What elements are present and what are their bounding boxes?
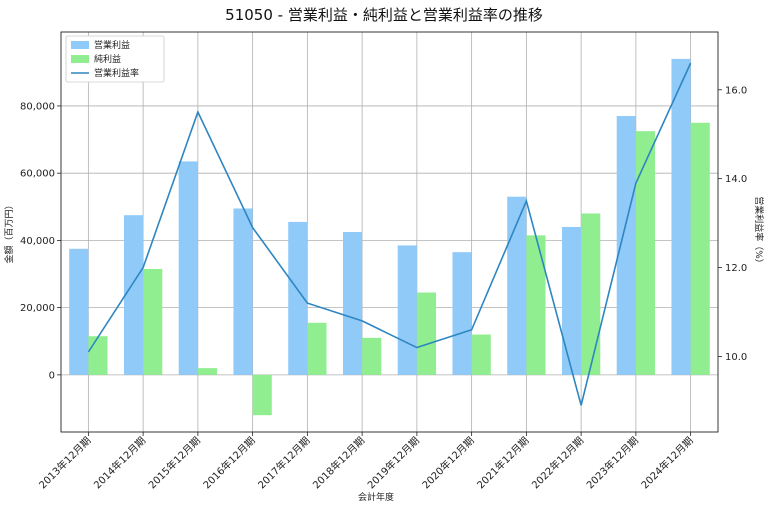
y2-tick-label: 10.0	[725, 352, 747, 363]
bar-net-profit	[143, 268, 163, 375]
x-tick-label: 2018年12月期	[310, 434, 367, 491]
legend-label-operating-profit: 営業利益	[94, 39, 130, 51]
y-tick-label: 60,000	[20, 169, 55, 180]
bar-net-profit	[471, 334, 491, 375]
x-tick-label: 2024年12月期	[638, 434, 695, 491]
x-tick-label: 2016年12月期	[200, 434, 257, 491]
x-tick-label: 2021年12月期	[474, 434, 531, 491]
bar-net-profit	[362, 337, 382, 375]
x-tick-label: 2014年12月期	[91, 434, 148, 491]
x-axis-title: 会計年度	[358, 491, 394, 503]
x-tick-label: 2015年12月期	[146, 434, 203, 491]
bar-net-profit	[416, 292, 437, 375]
y2-tick-label: 16.0	[725, 85, 747, 96]
x-tick-label: 2023年12月期	[584, 434, 641, 491]
bar-operating-profit	[342, 232, 363, 375]
legend: 営業利益 純利益 営業利益率	[65, 35, 165, 83]
bar-net-profit	[635, 131, 656, 375]
chart-title: 51050 - 営業利益・純利益と営業利益率の推移	[225, 6, 543, 24]
bar-net-profit	[581, 213, 601, 375]
y-tick-label: 80,000	[20, 101, 55, 112]
x-tick-label: 2020年12月期	[419, 434, 476, 491]
legend-label-operating-margin: 営業利益率	[94, 67, 139, 79]
bar-operating-profit	[671, 58, 691, 375]
bar-operating-profit	[507, 196, 527, 375]
legend-swatch-operating-profit	[71, 41, 89, 49]
y2-tick-label: 14.0	[725, 174, 747, 185]
bar-operating-profit	[561, 226, 582, 375]
line-operating-margin	[87, 62, 692, 406]
bar-net-profit	[88, 336, 108, 375]
bar-operating-profit	[123, 215, 144, 375]
y-tick-label: 0	[49, 370, 55, 381]
legend-label-net-profit: 純利益	[94, 53, 121, 65]
y-tick-label: 40,000	[20, 236, 55, 247]
bar-operating-profit	[397, 245, 417, 375]
plot-area	[61, 32, 718, 432]
axes-layer	[60, 31, 719, 433]
y2-axis-title: 営業利益率（%）	[753, 196, 765, 268]
x-tick-label: 2019年12月期	[365, 434, 422, 491]
bar-net-profit	[197, 368, 218, 375]
x-tick-label: 2017年12月期	[255, 434, 312, 491]
bar-operating-profit	[233, 208, 253, 375]
legend-box	[65, 35, 165, 83]
bar-net-profit	[307, 322, 327, 375]
bar-operating-profit	[452, 252, 472, 375]
y-axis-title: 金額（百万円）	[3, 200, 15, 263]
bar-operating-profit	[616, 116, 636, 375]
bar-net-profit	[690, 122, 710, 375]
axes-frame	[60, 31, 719, 433]
bar-net-profit	[252, 374, 272, 416]
bar-operating-profit	[69, 248, 89, 375]
y-tick-label: 20,000	[20, 303, 55, 314]
line-layer	[87, 62, 692, 406]
y2-tick-label: 12.0	[725, 263, 747, 274]
bar-operating-profit	[288, 221, 308, 375]
bar-net-profit	[526, 235, 546, 375]
x-tick-label: 2013年12月期	[36, 434, 93, 491]
bar-operating-profit	[178, 161, 198, 375]
x-tick-label: 2022年12月期	[529, 434, 586, 491]
bars-layer	[69, 58, 710, 416]
legend-swatch-net-profit	[71, 55, 89, 63]
